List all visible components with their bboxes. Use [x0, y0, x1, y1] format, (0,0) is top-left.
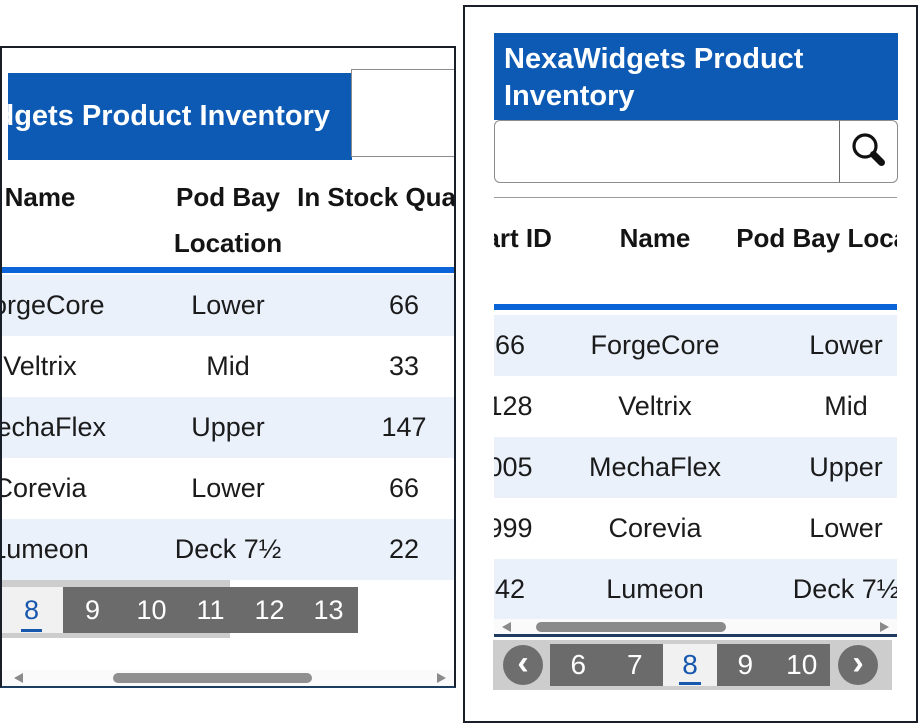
- search-button[interactable]: [839, 120, 898, 183]
- horizontal-scrollbar: [494, 619, 897, 635]
- cell-part-id: 128: [494, 391, 533, 421]
- pager-page[interactable]: 11: [196, 595, 225, 625]
- cell-pod-bay-location: Upper: [191, 412, 265, 442]
- pager-page[interactable]: 10: [786, 649, 818, 680]
- pager-page[interactable]: 12: [254, 595, 285, 625]
- table-row: 42 Lumeon Deck 7½: [494, 559, 897, 620]
- column-header-pod-bay-location: Pod Bay Location: [173, 182, 283, 258]
- pager-pages: 9 10 11 12 13: [63, 587, 358, 633]
- pager-page[interactable]: 10: [136, 595, 167, 625]
- table-top-border: [494, 197, 897, 198]
- table-row: Corevia Lower 66: [0, 458, 454, 519]
- table-row: 999 Corevia Lower: [494, 498, 897, 559]
- right-panel-card: NexaWidgets Product Inventory Part ID Na…: [463, 5, 918, 723]
- chevron-right-icon: ›: [852, 644, 864, 682]
- table-header-row: Name Pod Bay Location In Stock Quantity: [2, 174, 456, 267]
- pager-page-number[interactable]: 8: [679, 647, 701, 685]
- cell-part-id: 66: [494, 330, 526, 360]
- cell-part-id: 42: [494, 574, 526, 604]
- cell-in-stock-quantity: 147: [381, 412, 427, 442]
- pager-page[interactable]: 6: [570, 649, 587, 680]
- scroll-left-icon[interactable]: [14, 673, 23, 683]
- table-scroll-content: Part ID Name Pod Bay Location 66 ForgeCo…: [494, 198, 897, 622]
- page-title-bar: NexaWidgets Product Inventory: [8, 73, 352, 160]
- pager-next-button[interactable]: ›: [838, 645, 878, 685]
- column-header-name: Name: [619, 223, 691, 253]
- column-header-part-id: Part ID: [494, 223, 552, 253]
- header-underline: [2, 267, 454, 273]
- pager-page-current[interactable]: 8: [663, 644, 717, 686]
- table-header-row: Part ID Name Pod Bay Location: [494, 215, 897, 308]
- page-title-bar: NexaWidgets Product Inventory: [494, 33, 898, 120]
- scrollbar-thumb[interactable]: [113, 673, 312, 683]
- pager-page-current[interactable]: 8: [2, 587, 63, 633]
- search-input[interactable]: [351, 69, 454, 157]
- cell-part-id: 005: [494, 452, 533, 482]
- cell-in-stock-quantity: 66: [388, 473, 420, 503]
- table-row: 66 ForgeCore Lower: [494, 315, 897, 376]
- pager-page[interactable]: 7: [626, 649, 643, 680]
- table-row: Veltrix Mid 33: [2, 336, 454, 397]
- left-panel-card: NexaWidgets Product Inventory Name Pod B…: [0, 46, 456, 688]
- cell-name: ForgeCore: [590, 330, 720, 360]
- cell-pod-bay-location: Mid: [206, 351, 250, 381]
- cell-name: Veltrix: [618, 391, 692, 421]
- pager-pages: 6 7: [550, 644, 663, 686]
- cell-name: MechaFlex: [588, 452, 722, 482]
- cell-name: Lumeon: [606, 574, 704, 604]
- cell-name: Veltrix: [3, 351, 77, 381]
- table-row: 005 MechaFlex Upper: [494, 437, 897, 498]
- page-title: NexaWidgets Product Inventory: [504, 43, 804, 112]
- table-row: 128 Veltrix Mid: [494, 376, 897, 437]
- pager-page[interactable]: 9: [84, 595, 101, 625]
- column-header-pod-bay-location: Pod Bay Location: [736, 223, 897, 253]
- search-input[interactable]: [494, 120, 840, 183]
- chevron-left-icon: ‹: [517, 644, 529, 682]
- column-header-in-stock-quantity: In Stock Quantity: [297, 182, 456, 212]
- scroll-right-icon[interactable]: [437, 673, 446, 683]
- pager-prev-button[interactable]: ‹: [503, 645, 543, 685]
- horizontal-scrollbar: [2, 670, 454, 686]
- column-header-name: Name: [4, 182, 76, 212]
- cell-name: MechaFlex: [2, 412, 107, 442]
- scroll-right-icon[interactable]: [880, 622, 889, 632]
- table-scroll-viewport: Part ID Name Pod Bay Location 66 ForgeCo…: [494, 198, 897, 622]
- cell-name: ForgeCore: [2, 290, 105, 320]
- cell-part-id: 999: [494, 513, 533, 543]
- cell-pod-bay-location: Deck 7½: [174, 534, 282, 564]
- cell-in-stock-quantity: 66: [388, 290, 420, 320]
- cell-pod-bay-location: Upper: [809, 452, 883, 482]
- cell-pod-bay-location: Lower: [191, 473, 265, 503]
- cell-pod-bay-location: Lower: [191, 290, 265, 320]
- table-row: MechaFlex Upper 147: [2, 397, 454, 458]
- cell-pod-bay-location: Lower: [809, 330, 883, 360]
- table-bottom-border: [494, 634, 897, 637]
- scrollbar-thumb[interactable]: [536, 622, 726, 632]
- pager-pages: 9 10: [717, 644, 830, 686]
- pager-page[interactable]: 9: [737, 649, 754, 680]
- cell-name: Corevia: [0, 473, 87, 503]
- pager-page-number[interactable]: 8: [20, 591, 43, 632]
- cell-pod-bay-location: Lower: [809, 513, 883, 543]
- search-icon: [851, 132, 885, 166]
- pager-page[interactable]: 13: [313, 595, 344, 625]
- table-row: ForgeCore Lower 66: [2, 275, 454, 336]
- cell-name: Lumeon: [0, 534, 89, 564]
- page-title: NexaWidgets Product Inventory: [8, 100, 331, 132]
- cell-name: Corevia: [608, 513, 702, 543]
- table-row: Lumeon Deck 7½ 22: [0, 519, 454, 580]
- header-underline: [494, 304, 897, 310]
- cell-in-stock-quantity: 22: [388, 534, 420, 564]
- cell-pod-bay-location: Mid: [824, 391, 868, 421]
- pager-bar: ‹ 6 7 8 9 10 ›: [493, 640, 892, 690]
- cell-in-stock-quantity: 33: [388, 351, 420, 381]
- cell-pod-bay-location: Deck 7½: [792, 574, 897, 604]
- scroll-left-icon[interactable]: [502, 622, 511, 632]
